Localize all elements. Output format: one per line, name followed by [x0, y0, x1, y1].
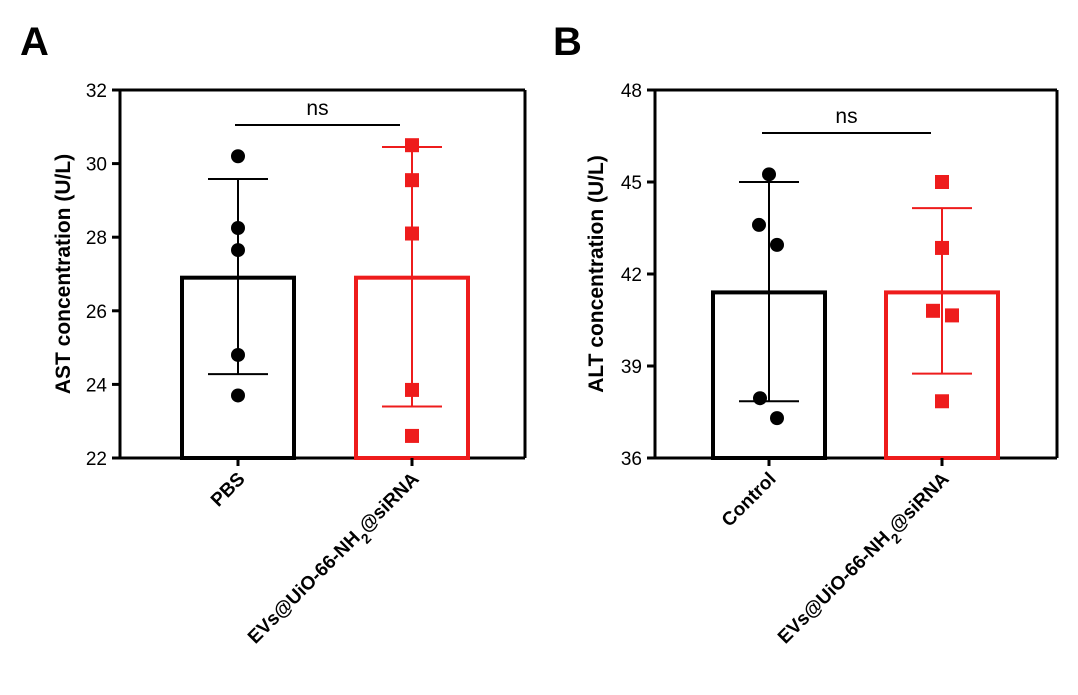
x-category-label: EVs@UiO-66-NH2@siRNA	[244, 468, 428, 652]
chart-b: 36 39 42 45 48 ALT concentration (U/L) Control…	[585, 81, 1059, 652]
panel-letter-b: B	[553, 20, 582, 64]
data-point	[231, 221, 245, 235]
x-category-label: PBS	[207, 469, 249, 511]
y-tick-label: 45	[621, 173, 642, 194]
y-tick-label: 39	[621, 357, 642, 378]
y-axis-label: AST concentration (U/L)	[52, 154, 75, 394]
y-tick-label: 48	[621, 81, 642, 102]
data-point	[926, 303, 940, 318]
data-point	[405, 428, 419, 443]
y-axis-label: ALT concentration (U/L)	[585, 155, 608, 393]
data-point	[231, 149, 245, 164]
data-point	[405, 226, 419, 241]
significance-label: ns	[306, 97, 328, 120]
data-point	[935, 394, 949, 409]
data-point	[405, 173, 419, 188]
y-tick-label: 26	[86, 302, 107, 323]
data-point	[935, 175, 949, 189]
y-tick-label: 28	[86, 228, 107, 249]
data-point	[231, 243, 245, 258]
y-tick-label: 42	[621, 265, 642, 286]
data-point	[945, 308, 959, 323]
y-tick-label: 32	[86, 81, 107, 102]
data-point	[770, 411, 784, 426]
x-category-label: EVs@UiO-66-NH2@siRNA	[774, 468, 958, 652]
y-tick-label: 24	[86, 375, 108, 396]
data-point	[405, 382, 419, 397]
data-point	[770, 237, 784, 252]
data-point	[762, 167, 776, 182]
chart-a: 22 24 26 28 30 32 AST concentration (U/L) PBSEV…	[52, 81, 527, 652]
y-tick-label: 36	[621, 449, 642, 470]
data-point	[231, 347, 245, 362]
data-point	[935, 240, 949, 255]
y-tick-label: 22	[86, 449, 107, 470]
data-point	[752, 217, 766, 232]
significance-label: ns	[835, 105, 857, 128]
data-point	[231, 388, 245, 403]
data-point	[405, 138, 419, 153]
y-tick-label: 30	[86, 155, 107, 176]
panel-letter-a: A	[20, 20, 49, 64]
x-category-label: Control	[718, 469, 781, 532]
data-point	[753, 391, 767, 406]
